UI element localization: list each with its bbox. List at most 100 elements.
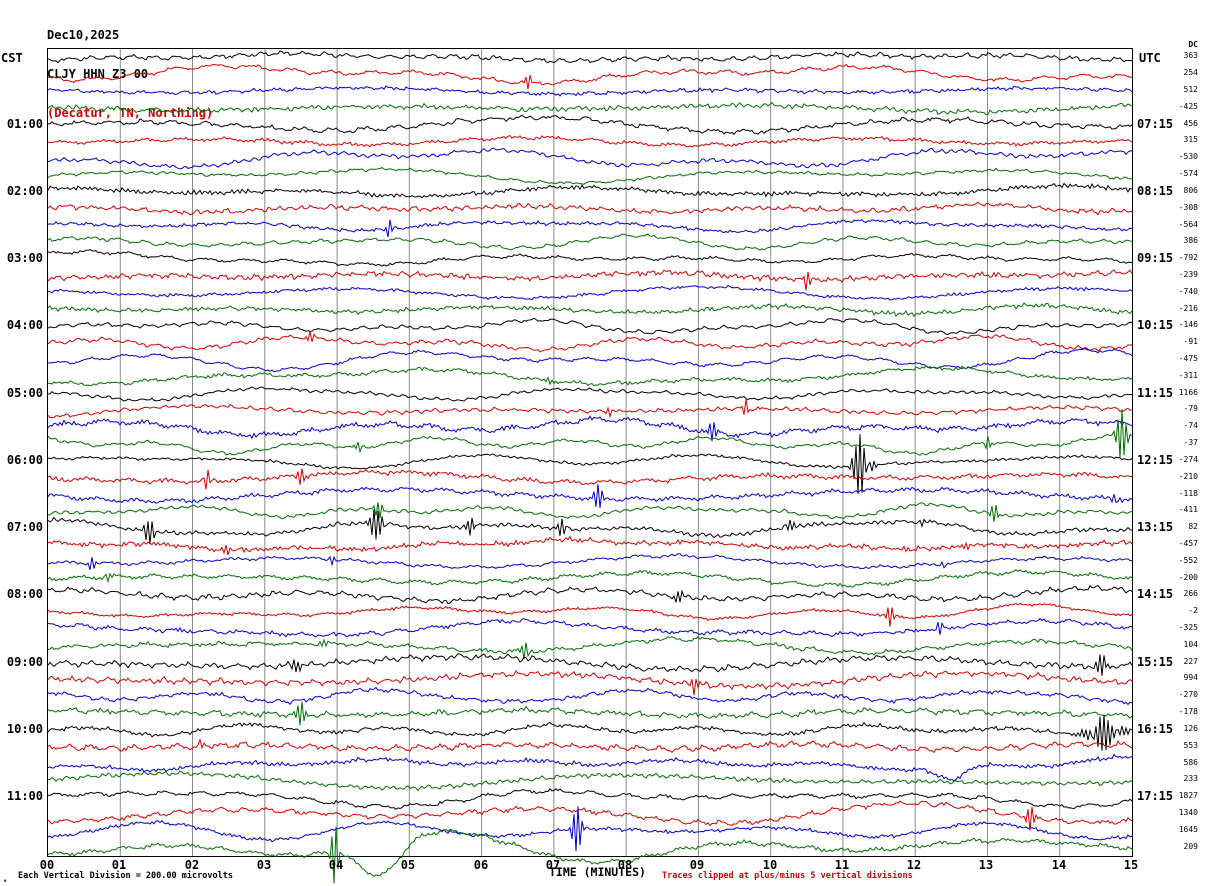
dc-offset-value: 104 <box>1183 640 1198 649</box>
right-time-label: 17:15 <box>1137 789 1174 803</box>
dc-offset-value: 1166 <box>1178 388 1198 397</box>
trace-row-7 <box>47 167 1133 185</box>
dc-offset-value: -239 <box>1178 270 1198 279</box>
dc-column-header: DC <box>1188 40 1198 49</box>
trace-row-32 <box>47 584 1133 605</box>
trace-row-13 <box>47 269 1133 291</box>
dc-offset-value: 456 <box>1183 119 1198 128</box>
left-time-label: 01:00 <box>6 117 43 131</box>
dc-offset-value: 315 <box>1183 135 1198 144</box>
trace-row-4 <box>47 114 1133 136</box>
dc-offset-value: 254 <box>1183 68 1198 77</box>
right-time-label: 12:15 <box>1137 453 1174 467</box>
dc-offset-value: -325 <box>1178 623 1198 632</box>
right-time-label: 10:15 <box>1137 318 1174 332</box>
x-tick-label: 05 <box>400 858 416 872</box>
right-time-label: 11:15 <box>1137 386 1174 400</box>
x-tick-label: 08 <box>617 858 633 872</box>
trace-row-12 <box>47 249 1133 267</box>
dc-offset-value: -37 <box>1183 438 1198 447</box>
trace-row-26 <box>47 484 1133 508</box>
trace-row-28 <box>47 509 1133 545</box>
trace-row-21 <box>47 399 1133 419</box>
trace-row-5 <box>47 135 1133 148</box>
right-time-label: 15:15 <box>1137 655 1174 669</box>
trace-row-0 <box>47 50 1133 64</box>
trace-row-6 <box>47 147 1133 170</box>
dc-offset-value: 266 <box>1183 589 1198 598</box>
dc-offset-value: -552 <box>1178 556 1198 565</box>
trace-row-16 <box>47 317 1133 335</box>
left-time-label: 02:00 <box>6 184 43 198</box>
trace-row-33 <box>47 602 1133 627</box>
dc-offset-value: -118 <box>1178 489 1198 498</box>
trace-row-40 <box>47 714 1133 751</box>
trace-row-15 <box>47 302 1133 318</box>
trace-row-3 <box>47 101 1133 116</box>
left-time-label: 10:00 <box>6 722 43 736</box>
trace-row-37 <box>47 670 1133 696</box>
left-time-label: 05:00 <box>6 386 43 400</box>
dc-offset-value: -457 <box>1178 539 1198 548</box>
dc-offset-value: 1645 <box>1178 825 1198 834</box>
trace-row-9 <box>47 201 1132 216</box>
dc-offset-value: -210 <box>1178 472 1198 481</box>
dc-offset-value: 1827 <box>1178 791 1198 800</box>
dc-offset-value: 386 <box>1183 236 1198 245</box>
trace-row-2 <box>47 85 1133 97</box>
x-tick-label: 09 <box>689 858 705 872</box>
dc-offset-value: -216 <box>1178 304 1198 313</box>
x-tick-label: 02 <box>184 858 200 872</box>
trace-row-41 <box>47 738 1133 754</box>
left-time-label: 06:00 <box>6 453 43 467</box>
x-tick-label: 06 <box>473 858 489 872</box>
trace-row-8 <box>47 182 1133 199</box>
vertical-division-note: Each Vertical Division = 200.00 microvol… <box>18 871 233 881</box>
trace-row-11 <box>47 233 1133 251</box>
dc-offset-value: 586 <box>1183 758 1198 767</box>
trace-row-1 <box>47 63 1133 90</box>
x-tick-label: 12 <box>906 858 922 872</box>
plot-title: Dec10,2025 CLJY HHN Z3 00 (Decatur, TN, … <box>47 3 213 146</box>
trace-row-35 <box>47 635 1133 660</box>
dc-offset-value: -425 <box>1178 102 1198 111</box>
dc-offset-value: 227 <box>1183 657 1198 666</box>
title-date: Dec10,2025 <box>47 28 120 42</box>
trace-row-17 <box>47 331 1133 353</box>
dc-offset-value: -178 <box>1178 707 1198 716</box>
right-time-label: 07:15 <box>1137 117 1174 131</box>
left-time-label: 09:00 <box>6 655 43 669</box>
x-tick-label: 03 <box>256 858 272 872</box>
trace-row-39 <box>47 701 1133 726</box>
dc-offset-value: -740 <box>1178 287 1198 296</box>
trace-row-23 <box>47 409 1133 458</box>
right-timezone-label: UTC <box>1139 51 1161 65</box>
x-axis-label: TIME (MINUTES) <box>549 865 646 879</box>
right-time-label: 09:15 <box>1137 251 1174 265</box>
left-time-label: 11:00 <box>6 789 43 803</box>
dc-offset-value: 1340 <box>1178 808 1198 817</box>
dc-offset-value: -411 <box>1178 505 1198 514</box>
left-time-label: 08:00 <box>6 587 43 601</box>
trace-row-34 <box>47 617 1133 638</box>
plot-area <box>47 48 1133 884</box>
left-time-label: 03:00 <box>6 251 43 265</box>
dc-offset-value: 553 <box>1183 741 1198 750</box>
dc-offset-value: 126 <box>1183 724 1198 733</box>
dc-offset-value: 233 <box>1183 774 1198 783</box>
clip-note: Traces clipped at plus/minus 5 vertical … <box>662 871 913 881</box>
trace-row-36 <box>47 653 1133 676</box>
dc-offset-value: 994 <box>1183 673 1198 682</box>
dc-offset-value: 806 <box>1183 186 1198 195</box>
trace-row-25 <box>47 468 1133 490</box>
dc-offset-value: -2 <box>1188 606 1198 615</box>
dc-offset-value: 209 <box>1183 842 1198 851</box>
right-time-label: 08:15 <box>1137 184 1174 198</box>
x-tick-label: 15 <box>1123 858 1139 872</box>
trace-row-45 <box>47 800 1133 831</box>
dc-offset-value: -308 <box>1178 203 1198 212</box>
x-tick-label: 10 <box>762 858 778 872</box>
x-tick-label: 14 <box>1051 858 1067 872</box>
trace-row-43 <box>47 770 1133 792</box>
x-tick-label: 01 <box>111 858 127 872</box>
